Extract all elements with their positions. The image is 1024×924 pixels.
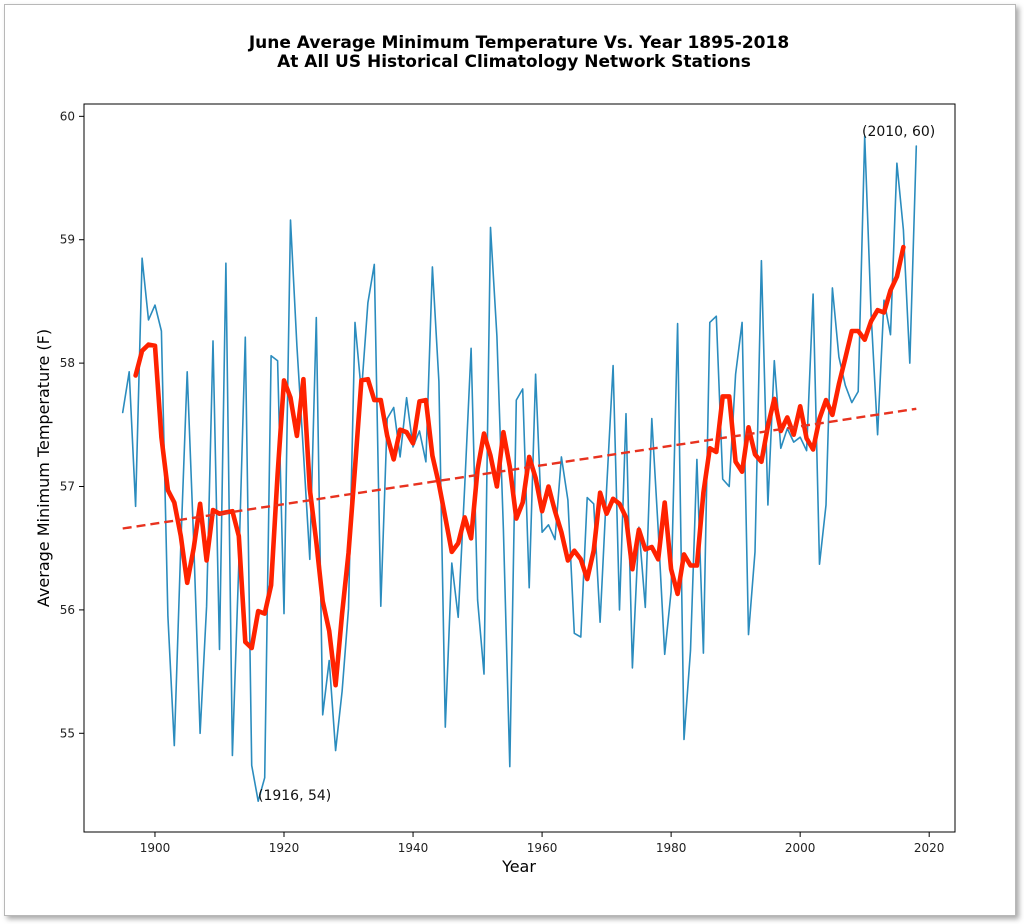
chart-subtitle: At All US Historical Climatology Network… [277, 52, 751, 72]
x-tick-label: 2000 [785, 841, 816, 855]
y-tick-label: 59 [60, 233, 75, 247]
annotations: (2010, 60) (1916, 54) [258, 124, 935, 804]
plot-area [121, 135, 918, 803]
y-tick-label: 57 [60, 480, 75, 494]
annotation-label: (2010, 60) [862, 124, 935, 140]
annotation-label: (1916, 54) [258, 788, 331, 804]
x-tick-label: 1960 [527, 841, 558, 855]
x-axis-label: Year [501, 857, 536, 876]
y-tick-label: 58 [60, 356, 75, 370]
y-tick-label: 56 [60, 603, 75, 617]
trend-line [122, 407, 917, 530]
y-tick-label: 55 [60, 726, 75, 740]
plot-frame [83, 103, 956, 833]
chart-title: June Average Minimum Temperature Vs. Yea… [248, 33, 789, 53]
x-tick-label: 2020 [914, 841, 945, 855]
x-tick-label: 1900 [140, 841, 171, 855]
y-tick-label: 60 [60, 109, 75, 123]
running-mean-line [133, 244, 906, 688]
axis-ticks: 1900 1920 1940 1960 1980 2000 2020 55 56 57 58 59 60 [60, 109, 945, 855]
y-axis-label: Average Minimum Temperature (F) [34, 329, 53, 607]
x-tick-label: 1980 [656, 841, 687, 855]
annual-series-line [121, 135, 918, 803]
x-tick-label: 1920 [269, 841, 300, 855]
x-tick-label: 1940 [398, 841, 429, 855]
